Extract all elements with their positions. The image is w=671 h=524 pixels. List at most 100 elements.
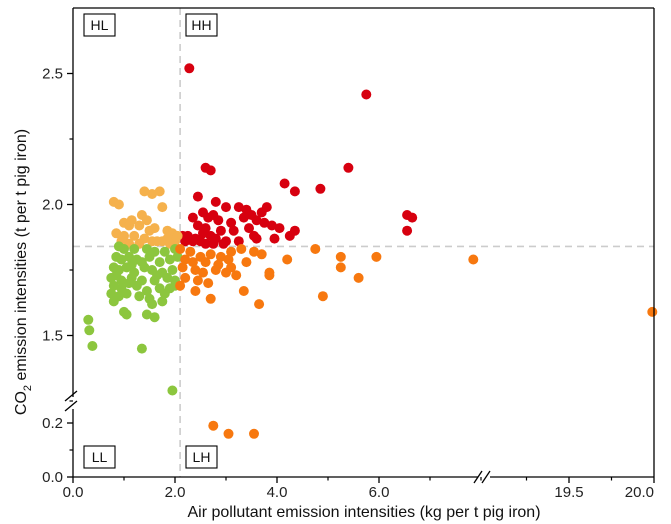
point-hl: [129, 230, 140, 241]
point-lh: [310, 244, 321, 254]
point-hl: [126, 215, 137, 226]
point-lh: [190, 286, 201, 296]
point-lh: [187, 257, 198, 268]
point-ll: [162, 272, 173, 283]
point-ll: [172, 251, 183, 262]
point-ll: [119, 244, 129, 254]
point-hl: [141, 215, 152, 226]
y-tick-label: 0.0: [42, 469, 63, 486]
point-lh: [353, 272, 364, 283]
point-hh: [221, 202, 231, 213]
point-ll: [106, 288, 117, 299]
x-tick-label: 2.0: [165, 484, 186, 501]
point-hh: [228, 225, 239, 236]
point-hh: [251, 233, 262, 244]
point-ll: [159, 288, 170, 299]
quadrant-box-hh: [185, 13, 218, 37]
point-hl: [113, 199, 124, 210]
point-hh: [187, 236, 198, 247]
y-tick-label: 1.5: [42, 328, 63, 345]
point-ll: [84, 325, 95, 336]
point-hh: [407, 212, 418, 223]
point-hh: [226, 217, 237, 228]
point-lh: [180, 254, 191, 265]
point-hh: [192, 191, 203, 202]
point-ll: [147, 299, 158, 310]
point-hh: [187, 212, 198, 223]
point-hh: [213, 215, 224, 226]
point-lh: [226, 246, 237, 257]
point-lh: [236, 244, 247, 254]
point-lh: [241, 257, 252, 268]
point-hh: [284, 230, 295, 241]
point-ll: [129, 244, 140, 254]
point-ll: [108, 280, 119, 291]
axes: 0.0 2.0 4.0 6.0 19.5 20.0 1.5 2.0 2.5 0.0 0.2: [42, 7, 655, 501]
point-ll: [136, 343, 147, 354]
point-lh: [335, 251, 346, 262]
point-lh: [215, 251, 226, 262]
point-hh: [233, 236, 244, 247]
point-hh: [251, 215, 262, 226]
point-lh: [254, 299, 265, 310]
x-break-mark: [481, 470, 491, 484]
point-hh: [361, 89, 372, 100]
point-ll: [121, 288, 132, 299]
point-ll: [154, 257, 165, 268]
y-axis-title-rest: emission intensities (t per t pig iron): [13, 129, 30, 385]
y-tick-label: 2.0: [42, 197, 63, 214]
point-lh: [238, 286, 249, 296]
point-lh: [264, 267, 275, 278]
point-lh: [205, 249, 216, 260]
point-ll: [111, 270, 122, 281]
point-ll: [121, 309, 132, 320]
point-hl: [157, 202, 168, 213]
point-hh: [200, 238, 211, 249]
point-lh: [223, 254, 234, 265]
point-lh: [256, 249, 267, 260]
y-break-mark: [64, 390, 78, 402]
point-hl: [147, 189, 158, 199]
x-tick-label: 0.0: [63, 484, 84, 501]
point-ll: [124, 278, 135, 289]
point-lh: [210, 265, 221, 275]
point-hh: [244, 223, 254, 234]
point-hl: [111, 228, 122, 239]
point-hh: [180, 236, 191, 247]
point-hh: [238, 212, 249, 223]
point-lh: [317, 291, 328, 302]
point-ll: [116, 254, 127, 265]
point-lh: [282, 254, 293, 265]
quadrant-label-hl: HL: [91, 17, 109, 33]
point-lh: [185, 246, 196, 257]
point-lh: [223, 428, 234, 439]
point-hl: [154, 186, 165, 197]
point-lh: [200, 257, 211, 268]
point-hh: [233, 202, 244, 213]
y-break-mark: [64, 400, 78, 412]
point-hh: [279, 178, 290, 189]
point-ll: [87, 341, 98, 351]
point-ll: [167, 265, 178, 275]
point-hh: [266, 220, 277, 231]
point-hh: [192, 220, 203, 231]
x-tick-label: 19.5: [554, 484, 583, 501]
point-hh: [205, 165, 216, 176]
x-tick-label: 20.0: [625, 484, 654, 501]
point-lh: [226, 262, 237, 273]
point-hh: [343, 162, 354, 173]
point-ll: [141, 286, 152, 296]
quadrant-box-ll: [83, 445, 116, 469]
point-hh: [215, 225, 226, 236]
point-ll: [157, 296, 168, 307]
quadrant-labels: HL HH LL LH: [83, 13, 218, 469]
point-lh: [208, 420, 219, 431]
point-lh: [177, 262, 188, 273]
point-lh: [175, 280, 186, 291]
data-points: [83, 63, 658, 439]
point-hl: [172, 230, 183, 241]
y-axis-title-subscript: 2: [22, 385, 34, 391]
point-lh: [231, 270, 242, 281]
point-hl: [134, 220, 145, 231]
point-ll: [136, 257, 147, 268]
